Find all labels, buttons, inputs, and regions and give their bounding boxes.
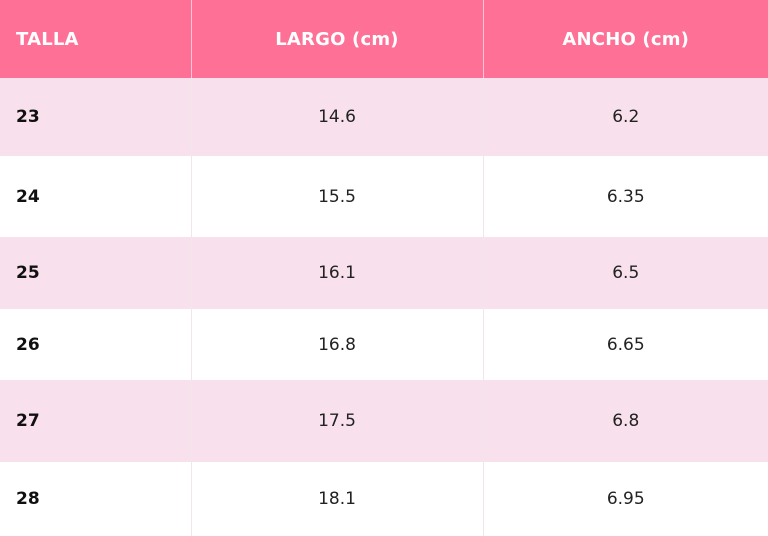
table-row: 23 14.6 6.2 (0, 78, 768, 156)
cell-width: 6.5 (482, 237, 768, 309)
cell-length: 18.1 (190, 462, 483, 536)
cell-width: 6.2 (482, 78, 768, 156)
table-row: 27 17.5 6.8 (0, 380, 768, 462)
cell-length: 16.8 (190, 309, 483, 380)
cell-length: 15.5 (190, 156, 483, 237)
cell-size: 26 (16, 334, 40, 355)
header-length: LARGO (cm) (190, 0, 483, 78)
cell-width: 6.35 (482, 156, 768, 237)
header-size: TALLA (16, 28, 79, 50)
table-row: 28 18.1 6.95 (0, 462, 768, 536)
cell-size: 23 (16, 107, 40, 127)
header-width: ANCHO (cm) (482, 0, 768, 78)
table-header: TALLA LARGO (cm) ANCHO (cm) (0, 0, 768, 78)
table-row: 25 16.1 6.5 (0, 237, 768, 309)
header-row: TALLA LARGO (cm) ANCHO (cm) (0, 0, 768, 78)
cell-width: 6.65 (482, 309, 768, 380)
cell-width: 6.95 (482, 462, 768, 536)
cell-size: 27 (16, 411, 40, 431)
cell-width: 6.8 (482, 380, 768, 462)
cell-size: 25 (16, 263, 40, 283)
cell-size: 28 (16, 489, 40, 509)
table-body: 23 14.6 6.2 24 15.5 6.35 25 16.1 6.5 26 … (0, 78, 768, 536)
cell-length: 16.1 (190, 237, 483, 309)
cell-length: 14.6 (190, 78, 483, 156)
cell-length: 17.5 (190, 380, 483, 462)
table-row: 24 15.5 6.35 (0, 156, 768, 237)
cell-size: 24 (16, 186, 40, 207)
table-row: 26 16.8 6.65 (0, 309, 768, 380)
